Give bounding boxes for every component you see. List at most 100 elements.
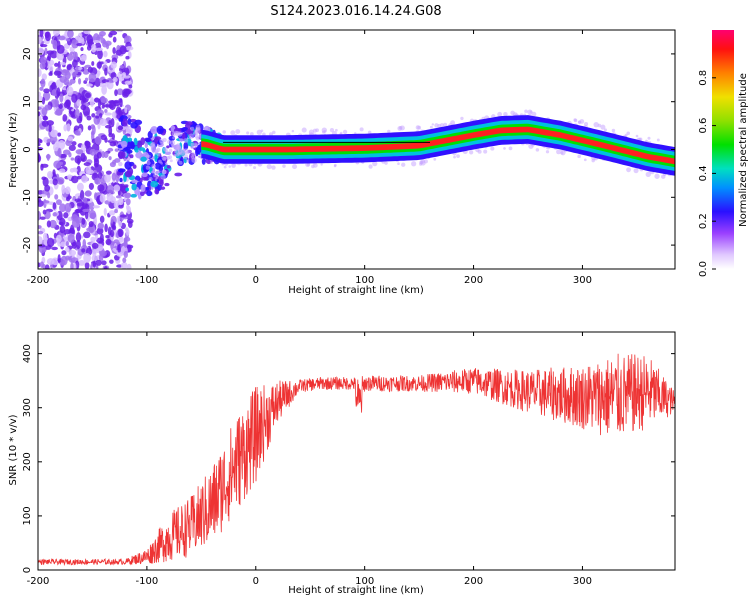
spectrogram-halo [497, 111, 503, 117]
spectrogram-noise-blob [92, 205, 101, 209]
spectrogram-blob [127, 118, 132, 125]
spectrogram-halo [145, 165, 151, 170]
spectrogram-noise-blob [77, 259, 86, 266]
spectrogram-noise-blob [64, 71, 71, 80]
spectrogram-noise-blob [48, 124, 52, 133]
spectrogram-halo [249, 132, 254, 136]
spectrogram-noise-blob [39, 193, 47, 198]
spectrogram-blob [140, 191, 145, 197]
spectrogram-halo [271, 165, 276, 170]
spectrogram-blob [119, 177, 123, 183]
spectrogram-noise-blob [74, 155, 82, 164]
spectrogram-noise-blob [41, 120, 49, 127]
spectrogram-noise-blob [59, 62, 66, 66]
spectrogram-noise-blob [67, 30, 74, 39]
spectrogram-noise-blob [94, 177, 101, 185]
spectrogram-noise-blob [108, 103, 114, 109]
spectrogram-noise-blob [123, 239, 128, 248]
spectrogram-halo [397, 162, 400, 166]
spectrogram-noise-blob [82, 238, 87, 249]
spectrogram-noise-blob [124, 80, 132, 85]
spectrogram-noise-blob [42, 91, 51, 101]
spectrogram-halo [531, 111, 537, 117]
spectrogram-halo [161, 169, 167, 175]
spectrogram-noise-blob [41, 107, 48, 116]
spectrogram-noise-blob [119, 185, 126, 192]
spectrogram-noise-blob [38, 36, 42, 45]
spectrogram-noise-blob [103, 61, 108, 65]
spectrogram-noise-blob [71, 141, 77, 146]
spectrogram-blob [131, 183, 137, 191]
spectrogram-halo [656, 138, 660, 142]
spectrogram-noise-blob [114, 148, 119, 152]
spectrogram-xlabel: Height of straight line (km) [288, 285, 424, 296]
spectrogram-noise-blob [59, 217, 66, 227]
y-tick-label: 0 [22, 146, 33, 152]
spectrogram-noise-blob [81, 248, 86, 253]
spectrogram-blob [127, 137, 133, 142]
spectrogram-noise-blob [88, 182, 94, 190]
spectrogram-noise-blob [47, 170, 53, 179]
spectrogram-halo [191, 152, 196, 157]
spectrogram-noise-blob [69, 224, 75, 235]
spectrogram-halo [160, 174, 166, 180]
spectrogram-blob [125, 187, 130, 192]
spectrogram-noise-blob [99, 215, 105, 223]
spectrogram-noise-blob [71, 214, 79, 222]
spectrogram-noise-blob [60, 255, 68, 266]
spectrogram-noise-blob [38, 230, 44, 235]
spectrogram-blob [160, 186, 166, 190]
spectrogram-noise-blob [89, 97, 95, 107]
spectrogram-halo [411, 161, 417, 167]
spectrogram-noise-blob [112, 36, 117, 43]
spectrogram-noise-blob [84, 92, 91, 99]
spectrogram-noise-blob [62, 149, 71, 155]
spectrogram-noise-blob [92, 260, 96, 268]
spectrogram-noise-blob [97, 200, 102, 205]
spectrogram-halo [387, 129, 391, 134]
spectrogram-halo [626, 131, 630, 135]
spectrogram-noise-blob [52, 30, 60, 37]
spectrogram-blob [185, 121, 193, 126]
spectrogram-blob [117, 150, 124, 159]
spectrogram-halo [191, 157, 197, 163]
spectrogram-halo [469, 150, 474, 155]
spectrogram-noise-blob [101, 150, 106, 158]
spectrogram-halo [210, 161, 213, 165]
spectrogram-halo [577, 154, 581, 159]
spectrogram-halo [169, 159, 173, 163]
spectrogram-noise-blob [58, 103, 63, 109]
y-tick-label: 20 [22, 48, 33, 61]
spectrogram-noise-blob [43, 88, 50, 94]
spectrogram-halo [535, 148, 540, 152]
spectrogram-noise-blob [125, 125, 133, 135]
snr-panel: -200 -100 0 100 200 300 0 100 200 300 400 Height o… [8, 331, 676, 596]
spectrogram-noise-blob [123, 250, 128, 259]
spectrogram-halo [611, 128, 616, 133]
spectrogram-halo [312, 128, 317, 133]
spectrogram-noise-blob [54, 98, 59, 108]
spectrogram-noise-blob [97, 49, 103, 60]
spectrogram-halo [329, 128, 335, 133]
spectrogram-halo [573, 118, 578, 123]
snr-xlabel: Height of straight line (km) [288, 585, 424, 596]
spectrogram-noise-blob [63, 212, 69, 219]
spectrogram-noise-blob [90, 236, 96, 243]
spectrogram-noise-blob [87, 66, 94, 73]
spectrogram-noise-blob [62, 114, 68, 122]
spectrogram-noise-blob [61, 184, 66, 195]
spectrogram-noise-blob [46, 153, 50, 161]
spectrogram-noise-blob [104, 67, 108, 76]
spectrogram-halo [600, 124, 606, 130]
spectrogram-noise-blob [104, 124, 113, 129]
spectrogram-blob [141, 172, 148, 178]
spectrogram-noise-blob [110, 215, 117, 225]
spectrogram-noise-blob [95, 47, 103, 51]
spectrogram-noise-blob [44, 47, 48, 56]
spectrogram-noise-blob [40, 56, 47, 65]
spectrogram-halo [508, 146, 513, 151]
spectrogram-halo [230, 130, 236, 136]
spectrogram-blob [166, 145, 170, 149]
spectrogram-halo [235, 129, 241, 134]
spectrogram-noise-blob [67, 136, 74, 141]
